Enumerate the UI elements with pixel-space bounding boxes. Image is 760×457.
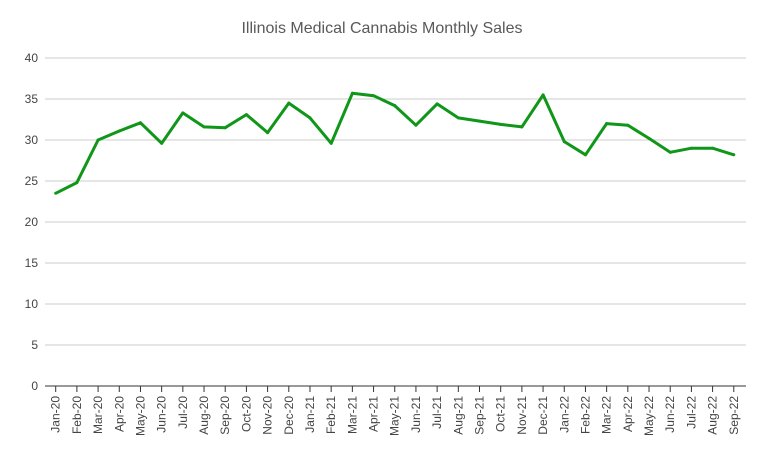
x-tick-label: Jun-22 xyxy=(663,396,677,433)
data-point xyxy=(350,91,354,95)
series-line-sales xyxy=(55,91,735,195)
x-tick-label: Feb-20 xyxy=(70,396,84,434)
x-tick-label: Mar-21 xyxy=(345,396,359,434)
data-point xyxy=(181,111,185,115)
data-point xyxy=(647,136,651,140)
y-tick-label: 15 xyxy=(25,256,39,270)
x-tick-label: Apr-21 xyxy=(367,396,381,432)
x-tick-label: Jul-22 xyxy=(684,396,698,429)
data-point xyxy=(372,94,376,98)
x-tick-label: Aug-20 xyxy=(197,396,211,435)
x-tick-label: Sep-21 xyxy=(473,396,487,435)
data-point xyxy=(689,146,693,150)
x-tick-label: Jul-21 xyxy=(430,396,444,429)
x-tick-label: Apr-22 xyxy=(621,396,635,432)
data-point xyxy=(75,181,79,185)
x-tick-label: Mar-22 xyxy=(600,396,614,434)
y-tick-label: 20 xyxy=(25,215,39,229)
y-tick-label: 5 xyxy=(31,338,38,352)
data-point xyxy=(605,122,609,126)
x-tick-label: Nov-20 xyxy=(261,396,275,435)
y-tick-label: 25 xyxy=(25,174,39,188)
data-point xyxy=(117,129,121,133)
y-tick-label: 0 xyxy=(31,379,38,393)
data-point xyxy=(244,113,248,117)
data-point xyxy=(732,153,736,157)
x-tick-label: Aug-22 xyxy=(706,396,720,435)
x-tick-label: Jan-20 xyxy=(49,396,63,433)
data-point xyxy=(520,125,524,129)
data-point xyxy=(54,191,58,195)
x-tick-label: Jan-22 xyxy=(557,396,571,433)
data-point xyxy=(287,101,291,105)
x-tick-label: May-22 xyxy=(642,396,656,436)
x-tick-label: Dec-20 xyxy=(282,396,296,435)
x-tick-label: Aug-21 xyxy=(451,396,465,435)
x-tick-label: Jun-20 xyxy=(155,396,169,433)
data-point xyxy=(711,146,715,150)
x-tick-label: Sep-20 xyxy=(218,396,232,435)
data-point xyxy=(223,126,227,130)
data-point xyxy=(308,116,312,120)
chart-title: Illinois Medical Cannabis Monthly Sales xyxy=(241,20,522,37)
data-point xyxy=(541,93,545,97)
x-tick-label: Feb-22 xyxy=(578,396,592,434)
x-tick-label: Sep-22 xyxy=(727,396,741,435)
y-tick-label: 10 xyxy=(25,297,39,311)
data-point xyxy=(626,123,630,127)
data-point xyxy=(96,138,100,142)
data-point xyxy=(456,116,460,120)
data-point xyxy=(202,125,206,129)
y-tick-label: 40 xyxy=(25,51,39,65)
x-tick-label: Oct-20 xyxy=(239,396,253,432)
data-point xyxy=(583,153,587,157)
data-point xyxy=(329,141,333,145)
y-tick-label: 35 xyxy=(25,92,39,106)
x-tick-label: May-20 xyxy=(133,396,147,436)
data-point xyxy=(414,123,418,127)
data-point xyxy=(138,121,142,125)
x-tick-label: Dec-21 xyxy=(536,396,550,435)
data-point xyxy=(562,140,566,144)
x-tick-label: Nov-21 xyxy=(515,396,529,435)
x-tick-label: Feb-21 xyxy=(324,396,338,434)
x-tick-label: Jun-21 xyxy=(409,396,423,433)
data-point xyxy=(160,141,164,145)
data-point xyxy=(435,102,439,106)
x-tick-label: Apr-20 xyxy=(112,396,126,432)
data-point xyxy=(499,122,503,126)
y-tick-label: 30 xyxy=(25,133,39,147)
data-point xyxy=(393,104,397,108)
data-point xyxy=(668,150,672,154)
x-tick-label: Oct-21 xyxy=(494,396,508,432)
data-point xyxy=(266,131,270,135)
x-tick-label: Jan-21 xyxy=(303,396,317,433)
x-tick-label: May-21 xyxy=(388,396,402,436)
x-tick-label: Jul-20 xyxy=(176,396,190,429)
data-point xyxy=(478,119,481,123)
x-tick-label: Mar-20 xyxy=(91,396,105,434)
